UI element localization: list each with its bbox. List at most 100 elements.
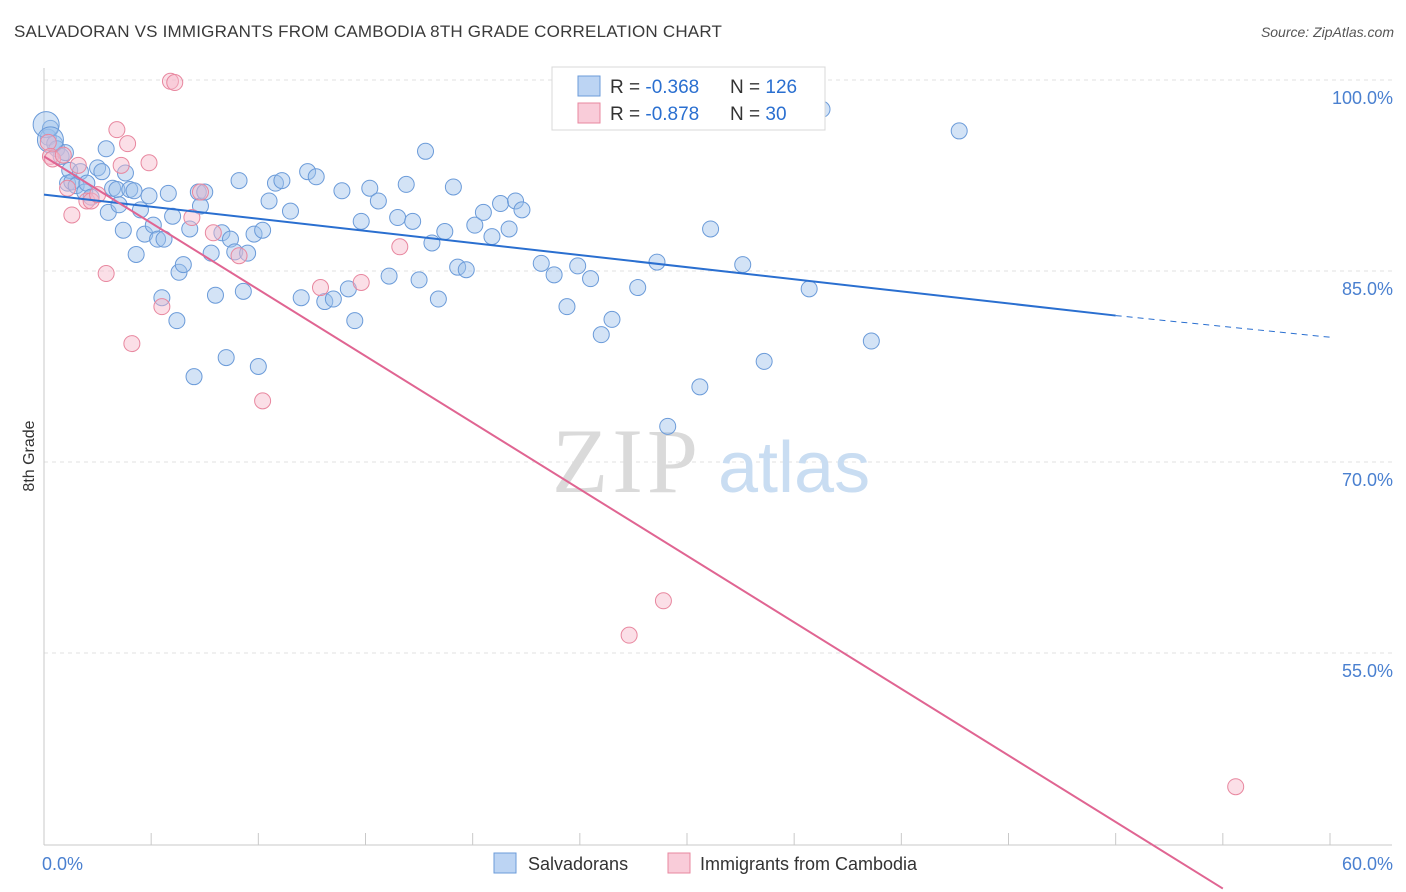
data-point bbox=[429, 290, 447, 308]
data-point bbox=[54, 146, 72, 164]
data-point bbox=[183, 209, 201, 227]
data-point bbox=[410, 271, 428, 289]
data-point bbox=[44, 150, 62, 168]
data-point bbox=[97, 265, 115, 283]
data-point bbox=[63, 206, 81, 224]
y-tick-label: 70.0% bbox=[1342, 470, 1393, 490]
svg-text:R = -0.368: R = -0.368 bbox=[610, 77, 699, 98]
svg-text:R = -0.878: R = -0.878 bbox=[610, 104, 699, 125]
data-point bbox=[230, 172, 248, 190]
data-point bbox=[153, 289, 171, 307]
x-tick-labels: 0.0% 60.0% bbox=[42, 854, 1393, 874]
legend-r-label-1: R = bbox=[610, 77, 645, 98]
data-point bbox=[603, 310, 621, 328]
data-point bbox=[136, 225, 154, 243]
svg-text:N = 126: N = 126 bbox=[730, 77, 797, 98]
data-point bbox=[159, 184, 177, 202]
data-point bbox=[140, 154, 158, 172]
data-point bbox=[245, 225, 263, 243]
data-point bbox=[569, 257, 587, 275]
data-point bbox=[174, 256, 192, 274]
data-point bbox=[292, 289, 310, 307]
data-point bbox=[380, 267, 398, 285]
svg-text:N = 30: N = 30 bbox=[730, 104, 787, 125]
data-point bbox=[127, 245, 145, 263]
data-point bbox=[417, 142, 435, 160]
data-point bbox=[254, 221, 272, 239]
data-point bbox=[69, 156, 87, 174]
data-point bbox=[249, 358, 267, 375]
data-point bbox=[168, 312, 186, 330]
data-point bbox=[659, 417, 677, 435]
data-point bbox=[346, 312, 364, 330]
data-point bbox=[404, 212, 422, 230]
legend-r-value-2: -0.878 bbox=[645, 104, 699, 125]
legend-swatch-salvadorans bbox=[577, 75, 601, 97]
data-point bbox=[654, 592, 672, 610]
data-point bbox=[260, 192, 278, 210]
data-point bbox=[361, 179, 379, 197]
data-point bbox=[202, 244, 220, 262]
data-point-large bbox=[36, 126, 64, 154]
chart-source: Source: ZipAtlas.com bbox=[1260, 24, 1394, 40]
legend-n-label-1: N = bbox=[730, 77, 765, 98]
data-point bbox=[691, 378, 709, 396]
legend-n-value-1: 126 bbox=[765, 77, 797, 98]
data-point bbox=[39, 133, 57, 151]
data-point bbox=[153, 298, 171, 316]
data-point bbox=[483, 228, 501, 246]
data-point bbox=[191, 197, 209, 215]
data-point bbox=[507, 192, 525, 210]
data-point bbox=[592, 326, 610, 344]
legend-box: R = -0.368 N = 126 R = -0.878 N = 30 bbox=[551, 66, 826, 131]
data-point bbox=[97, 140, 115, 158]
series-1-points bbox=[39, 72, 1245, 796]
data-point bbox=[307, 168, 325, 186]
data-point bbox=[582, 270, 600, 288]
y-tick-label: 55.0% bbox=[1342, 661, 1393, 681]
grid-lines bbox=[44, 79, 1392, 654]
y-tick-label: 85.0% bbox=[1342, 279, 1393, 299]
data-point bbox=[444, 178, 462, 196]
data-point bbox=[397, 175, 415, 193]
data-point bbox=[204, 224, 222, 242]
data-point bbox=[474, 203, 492, 221]
legend-n-value-2: 30 bbox=[765, 104, 786, 125]
data-point bbox=[391, 238, 409, 256]
data-point bbox=[112, 156, 130, 174]
data-point bbox=[114, 221, 132, 239]
data-point bbox=[41, 147, 59, 165]
data-point bbox=[620, 626, 638, 644]
data-point bbox=[119, 135, 137, 153]
data-point bbox=[125, 182, 143, 200]
data-point bbox=[324, 290, 342, 308]
data-point bbox=[532, 254, 550, 272]
data-point bbox=[702, 220, 720, 238]
data-point bbox=[513, 201, 531, 219]
watermark-zip: ZIP bbox=[552, 410, 702, 512]
data-point bbox=[352, 273, 370, 291]
data-point bbox=[123, 335, 141, 353]
data-point bbox=[281, 202, 299, 220]
watermark: ZIP atlas bbox=[552, 410, 870, 512]
x-tick-label: 60.0% bbox=[1342, 854, 1393, 874]
data-point bbox=[369, 192, 387, 210]
legend-r-label-2: R = bbox=[610, 104, 645, 125]
bottom-legend: Salvadorans Immigrants from Cambodia bbox=[493, 852, 918, 874]
data-point bbox=[140, 187, 158, 205]
data-point bbox=[352, 212, 370, 230]
bottom-legend-swatch-salvadorans bbox=[493, 852, 517, 874]
bottom-legend-label-cambodia: Immigrants from Cambodia bbox=[700, 854, 918, 874]
data-point bbox=[629, 279, 647, 297]
data-point bbox=[648, 253, 666, 271]
data-point bbox=[734, 256, 752, 274]
data-point bbox=[492, 195, 510, 213]
data-point bbox=[389, 209, 407, 227]
data-point bbox=[545, 266, 563, 284]
legend-r-value-1: -0.368 bbox=[645, 77, 699, 98]
data-points bbox=[32, 72, 1245, 796]
data-point bbox=[93, 163, 111, 181]
data-point bbox=[59, 179, 77, 197]
data-point bbox=[230, 247, 248, 265]
